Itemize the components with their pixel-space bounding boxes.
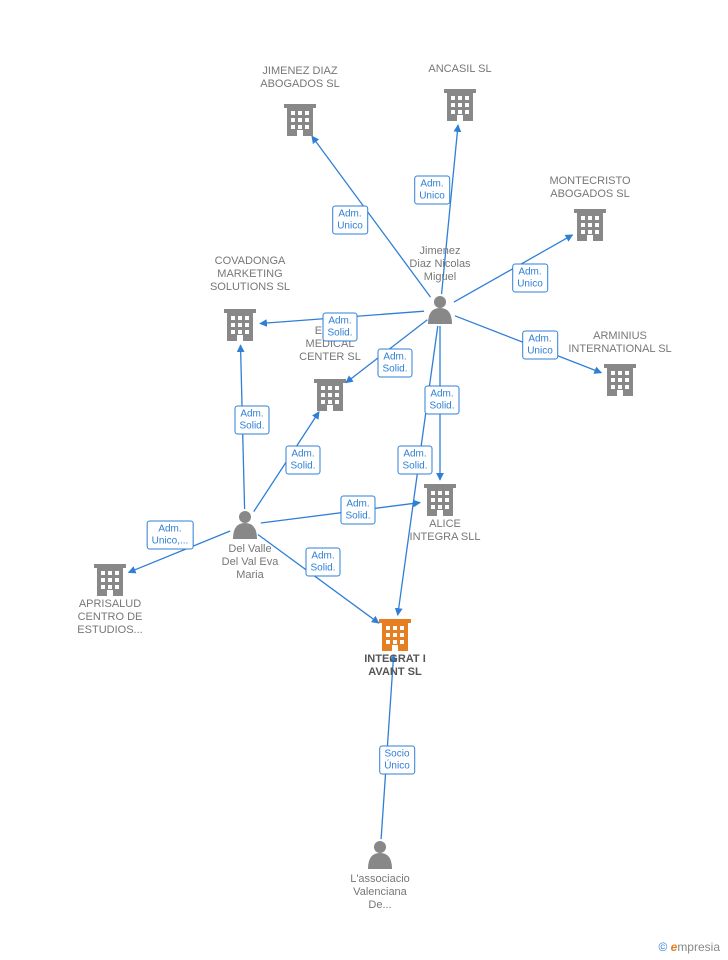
edge-label: Adm. Solid. [424, 386, 459, 415]
node-label: Del Valle Del Val Eva Maria [222, 543, 279, 583]
diagram-nodes-layer [0, 0, 728, 960]
node-label: MONTECRISTO ABOGADOS SL [549, 175, 630, 201]
edge-label: Adm. Unico [414, 176, 450, 205]
edge-label: Adm. Unico [332, 206, 368, 235]
watermark: © empresia [658, 940, 720, 954]
edge-label: Adm. Solid. [322, 313, 357, 342]
building-icon [379, 619, 411, 651]
node-label: COVADONGA MARKETING SOLUTIONS SL [210, 255, 290, 295]
node-label: ANCASIL SL [428, 63, 491, 76]
edge-label: Adm. Solid. [397, 446, 432, 475]
person-icon [368, 841, 392, 869]
person-icon [233, 511, 257, 539]
node-label: ARMINIUS INTERNATIONAL SL [568, 330, 671, 356]
edge-label: Adm. Solid. [305, 548, 340, 577]
node-label: ALICE INTEGRA SLL [410, 518, 481, 544]
node-label: L'associacio Valenciana De... [350, 873, 410, 913]
person-icon [428, 296, 452, 324]
building-icon [444, 89, 476, 121]
edge-label: Socio Único [379, 746, 415, 775]
brand: empresia [671, 940, 720, 954]
edge-label: Adm. Solid. [234, 406, 269, 435]
edge-label: Adm. Unico,... [147, 521, 194, 550]
diagram-edges-layer [0, 0, 728, 960]
building-icon [94, 564, 126, 596]
edge-label: Adm. Solid. [377, 349, 412, 378]
building-icon [574, 209, 606, 241]
edge-label: Adm. Unico [522, 331, 558, 360]
edge-label: Adm. Solid. [340, 496, 375, 525]
building-icon [224, 309, 256, 341]
edge-label: Adm. Unico [512, 264, 548, 293]
copyright-symbol: © [658, 940, 667, 954]
node-label: JIMENEZ DIAZ ABOGADOS SL [260, 65, 339, 91]
building-icon [424, 484, 456, 516]
building-icon [314, 379, 346, 411]
building-icon [284, 104, 316, 136]
node-label: INTEGRAT I AVANT SL [364, 653, 426, 679]
building-icon [604, 364, 636, 396]
node-label: APRISALUD CENTRO DE ESTUDIOS... [77, 598, 142, 638]
node-label: Jimenez Diaz Nicolas Miguel [409, 245, 470, 285]
edge-label: Adm. Solid. [285, 446, 320, 475]
